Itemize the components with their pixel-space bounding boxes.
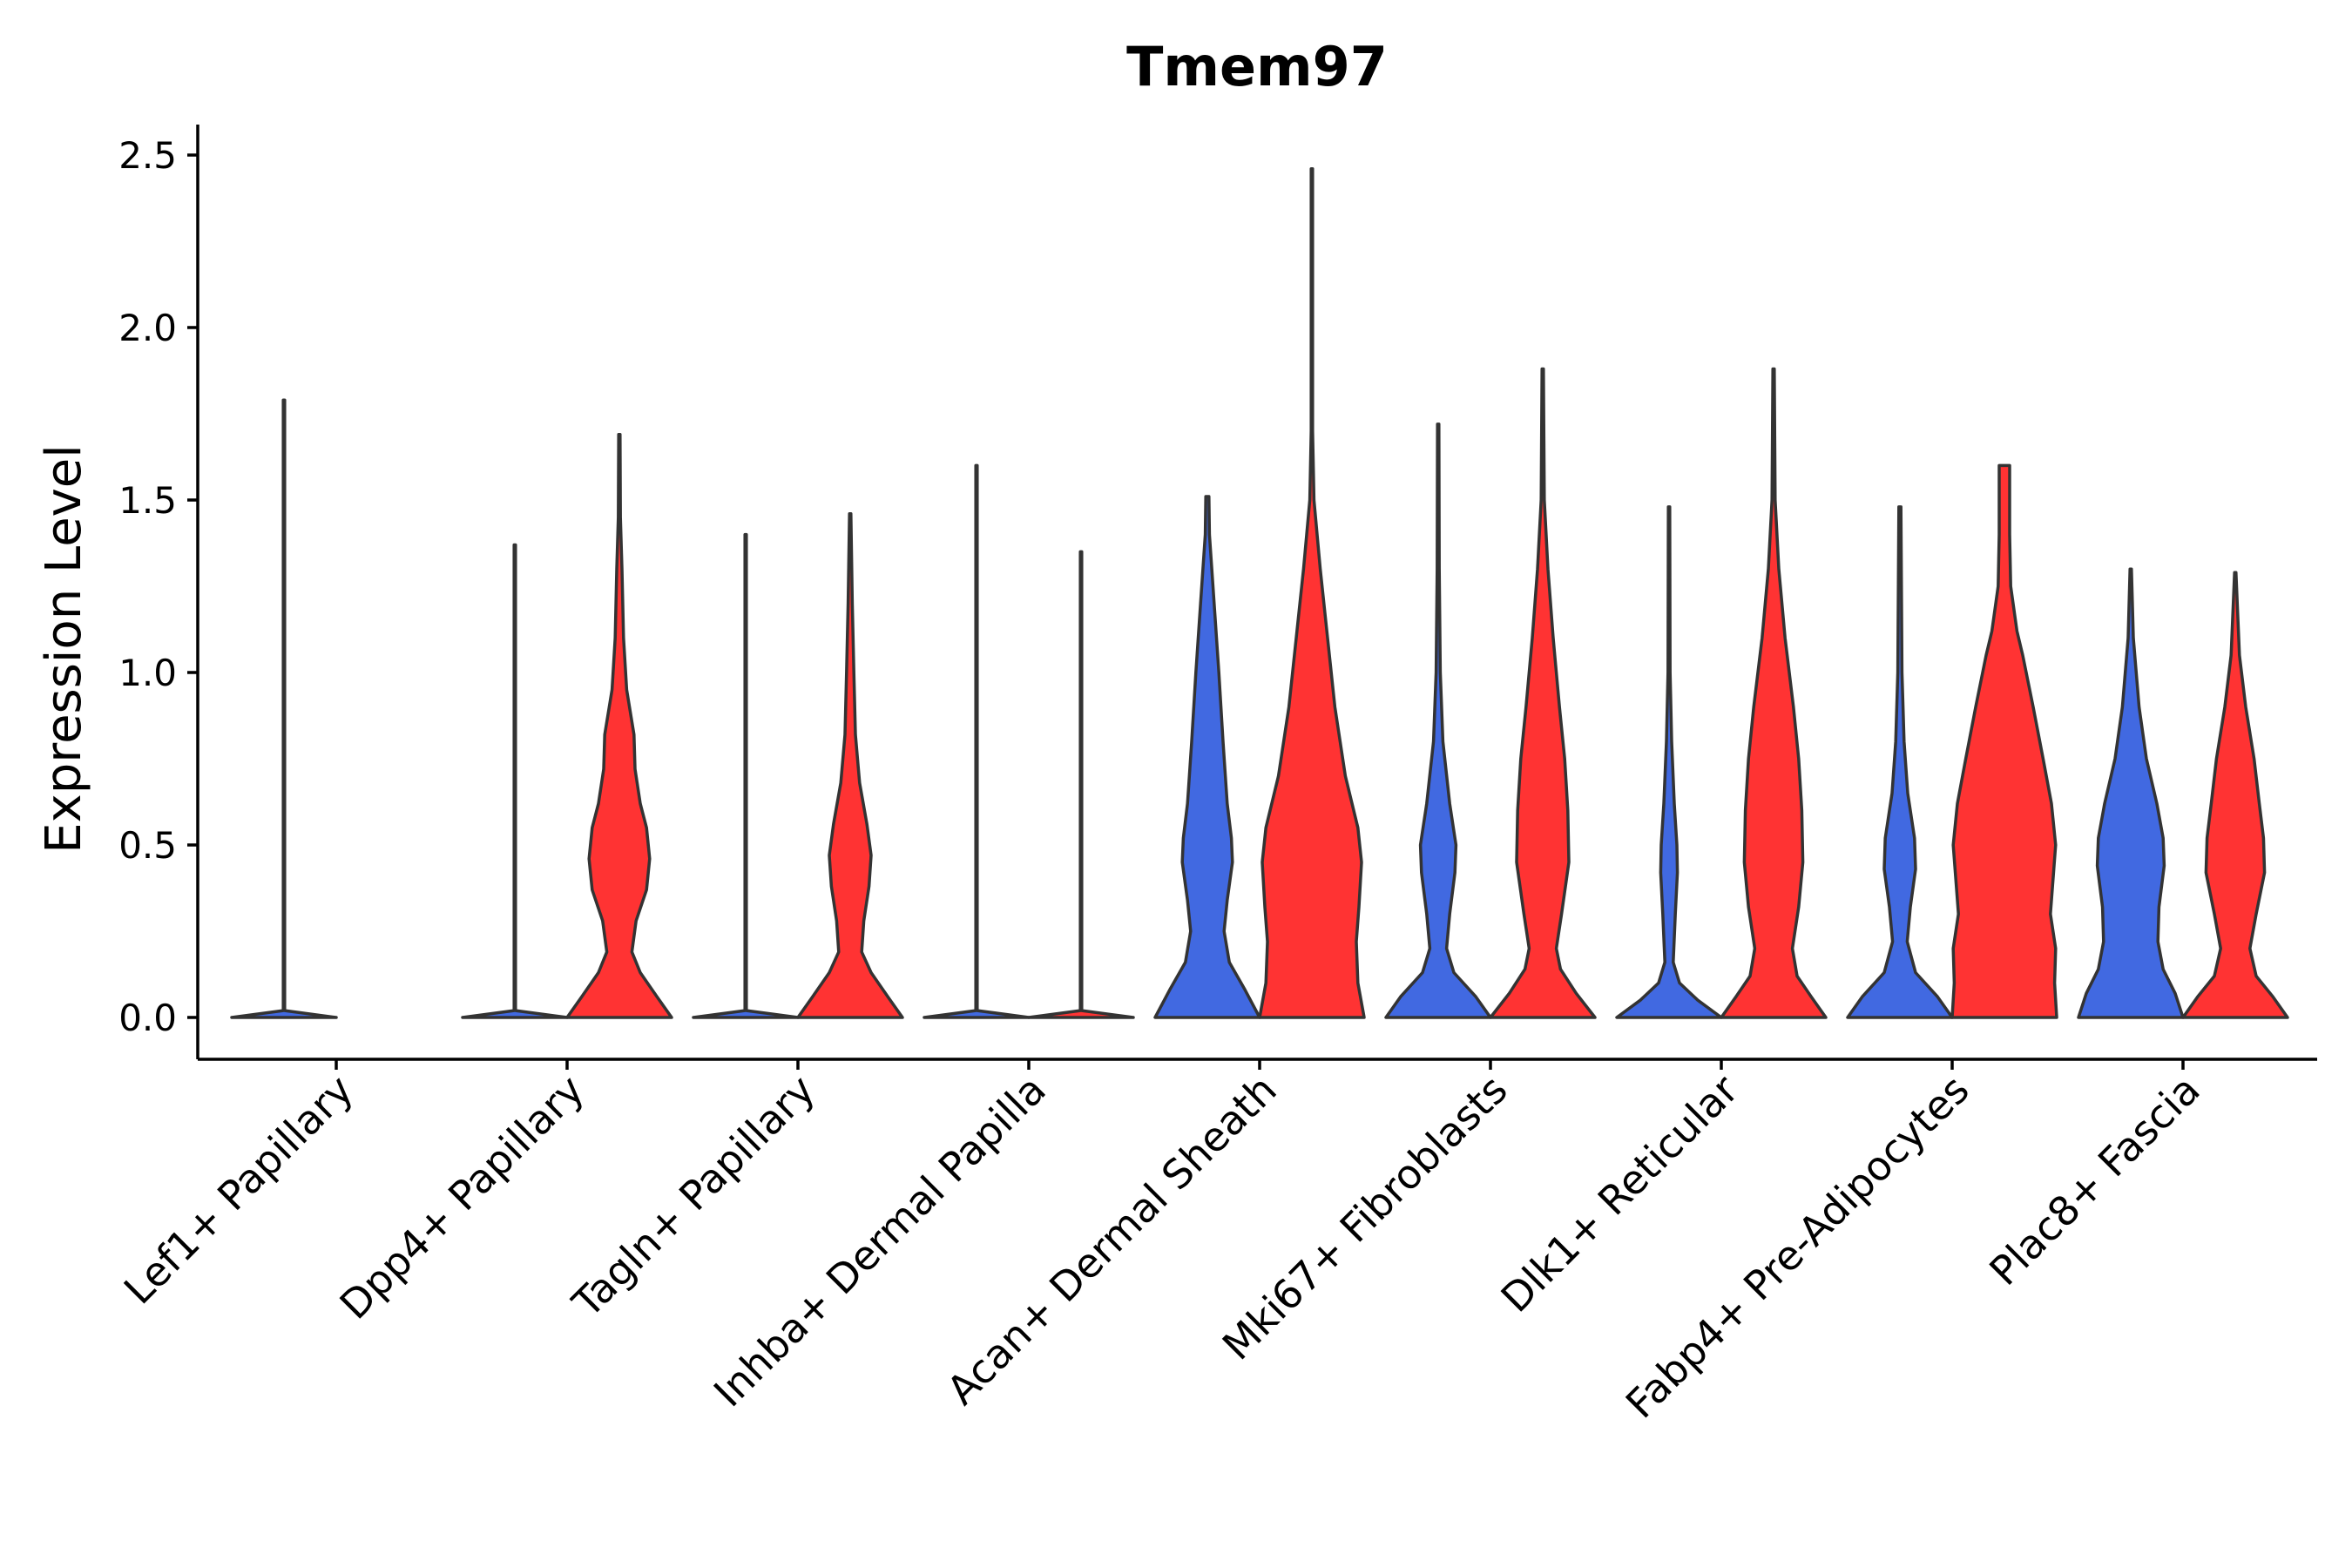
x-tick-label: Plac8+ Fascia — [1980, 1066, 2208, 1294]
y-tick-label: 2.0 — [118, 307, 177, 349]
y-tick-label: 1.0 — [118, 652, 177, 694]
violin-group-red — [1258, 167, 1366, 1019]
violin-group-blue — [461, 543, 569, 1019]
violin-group-blue — [923, 463, 1031, 1019]
violin-layer — [230, 167, 2289, 1019]
violin-group-red — [1720, 367, 1828, 1019]
violin-group-blue — [230, 398, 338, 1019]
y-tick-label: 0.5 — [118, 824, 177, 867]
y-axis-label: Expression Level — [36, 444, 92, 854]
violin-group-red — [796, 512, 904, 1019]
violin-group-red — [1950, 463, 2058, 1019]
violin-group-blue — [1153, 495, 1261, 1019]
violin-group-red — [565, 433, 673, 1019]
chart-title: Tmem97 — [1126, 35, 1388, 98]
violin-group-blue — [692, 532, 800, 1019]
violin-group-blue — [1384, 422, 1492, 1019]
y-axis-ticks: 0.0 0.5 1.0 1.5 2.0 2.5 — [118, 134, 198, 1039]
x-tick-label: Lef1+ Papillary — [115, 1066, 362, 1314]
y-tick-label: 0.0 — [118, 997, 177, 1039]
x-tick-label: Dlk1+ Reticular — [1492, 1066, 1747, 1321]
violin-group-red — [1489, 367, 1597, 1019]
x-tick-label: Dpp4+ Papillary — [331, 1066, 593, 1328]
violin-group-blue — [2077, 567, 2185, 1019]
violin-group-red — [2181, 571, 2289, 1019]
violin-group-blue — [1615, 505, 1723, 1019]
x-tick-label: Tagln+ Papillary — [563, 1066, 824, 1328]
y-tick-label: 1.5 — [118, 479, 177, 522]
violin-group-red — [1027, 550, 1135, 1019]
y-tick-label: 2.5 — [118, 134, 177, 177]
violin-group-blue — [1846, 505, 1954, 1019]
